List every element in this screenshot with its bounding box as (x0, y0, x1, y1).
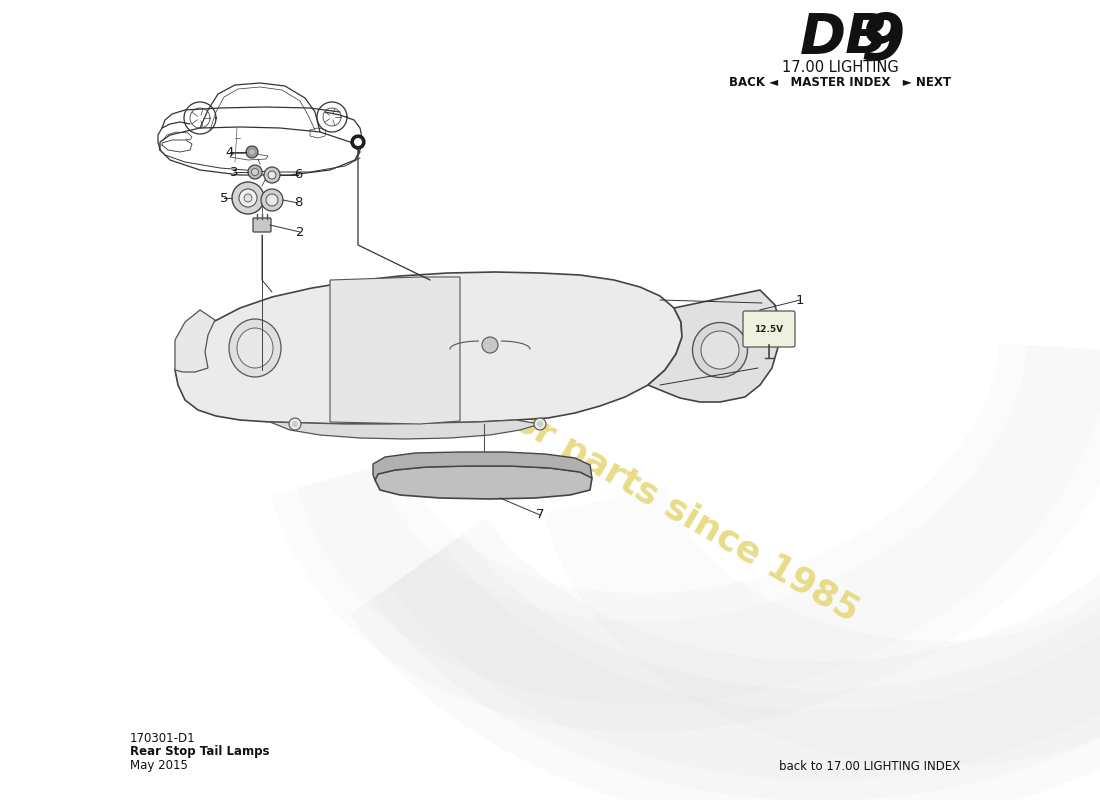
FancyBboxPatch shape (742, 311, 795, 347)
Circle shape (264, 167, 280, 183)
Text: 1: 1 (795, 294, 804, 306)
Text: 170301-D1: 170301-D1 (130, 731, 196, 745)
Circle shape (266, 194, 278, 206)
Text: Rear Stop Tail Lamps: Rear Stop Tail Lamps (130, 746, 270, 758)
Circle shape (252, 169, 258, 175)
Ellipse shape (701, 331, 739, 369)
Circle shape (248, 165, 262, 179)
Circle shape (268, 171, 276, 179)
Circle shape (239, 189, 257, 207)
Text: 7: 7 (536, 509, 544, 522)
Text: BACK ◄   MASTER INDEX   ► NEXT: BACK ◄ MASTER INDEX ► NEXT (729, 75, 952, 89)
FancyBboxPatch shape (253, 218, 271, 232)
Circle shape (354, 138, 362, 146)
Text: May 2015: May 2015 (130, 759, 188, 773)
Text: 12.5V: 12.5V (755, 325, 783, 334)
Circle shape (232, 182, 264, 214)
Circle shape (292, 421, 298, 427)
Ellipse shape (229, 319, 280, 377)
Circle shape (261, 189, 283, 211)
Polygon shape (330, 277, 460, 424)
Ellipse shape (236, 328, 273, 368)
Text: 4: 4 (226, 146, 234, 158)
Text: 3: 3 (230, 166, 239, 178)
Circle shape (244, 194, 252, 202)
Text: a passion for parts since 1985: a passion for parts since 1985 (315, 291, 865, 629)
Polygon shape (175, 310, 214, 372)
Polygon shape (373, 452, 592, 480)
Polygon shape (375, 466, 592, 499)
Text: 8: 8 (294, 197, 302, 210)
Circle shape (289, 418, 301, 430)
Circle shape (250, 150, 254, 154)
Circle shape (537, 421, 543, 427)
Polygon shape (270, 420, 540, 439)
Circle shape (246, 146, 258, 158)
Text: DB: DB (800, 11, 889, 65)
Text: 9: 9 (860, 11, 904, 73)
Ellipse shape (693, 322, 748, 378)
Text: back to 17.00 LIGHTING INDEX: back to 17.00 LIGHTING INDEX (780, 759, 960, 773)
Text: 17.00 LIGHTING: 17.00 LIGHTING (782, 59, 899, 74)
Circle shape (534, 418, 546, 430)
Circle shape (351, 135, 365, 149)
Circle shape (482, 337, 498, 353)
Polygon shape (175, 272, 682, 424)
Text: 6: 6 (294, 169, 302, 182)
Text: 2: 2 (296, 226, 305, 238)
Text: 5: 5 (220, 191, 229, 205)
Polygon shape (648, 290, 780, 402)
